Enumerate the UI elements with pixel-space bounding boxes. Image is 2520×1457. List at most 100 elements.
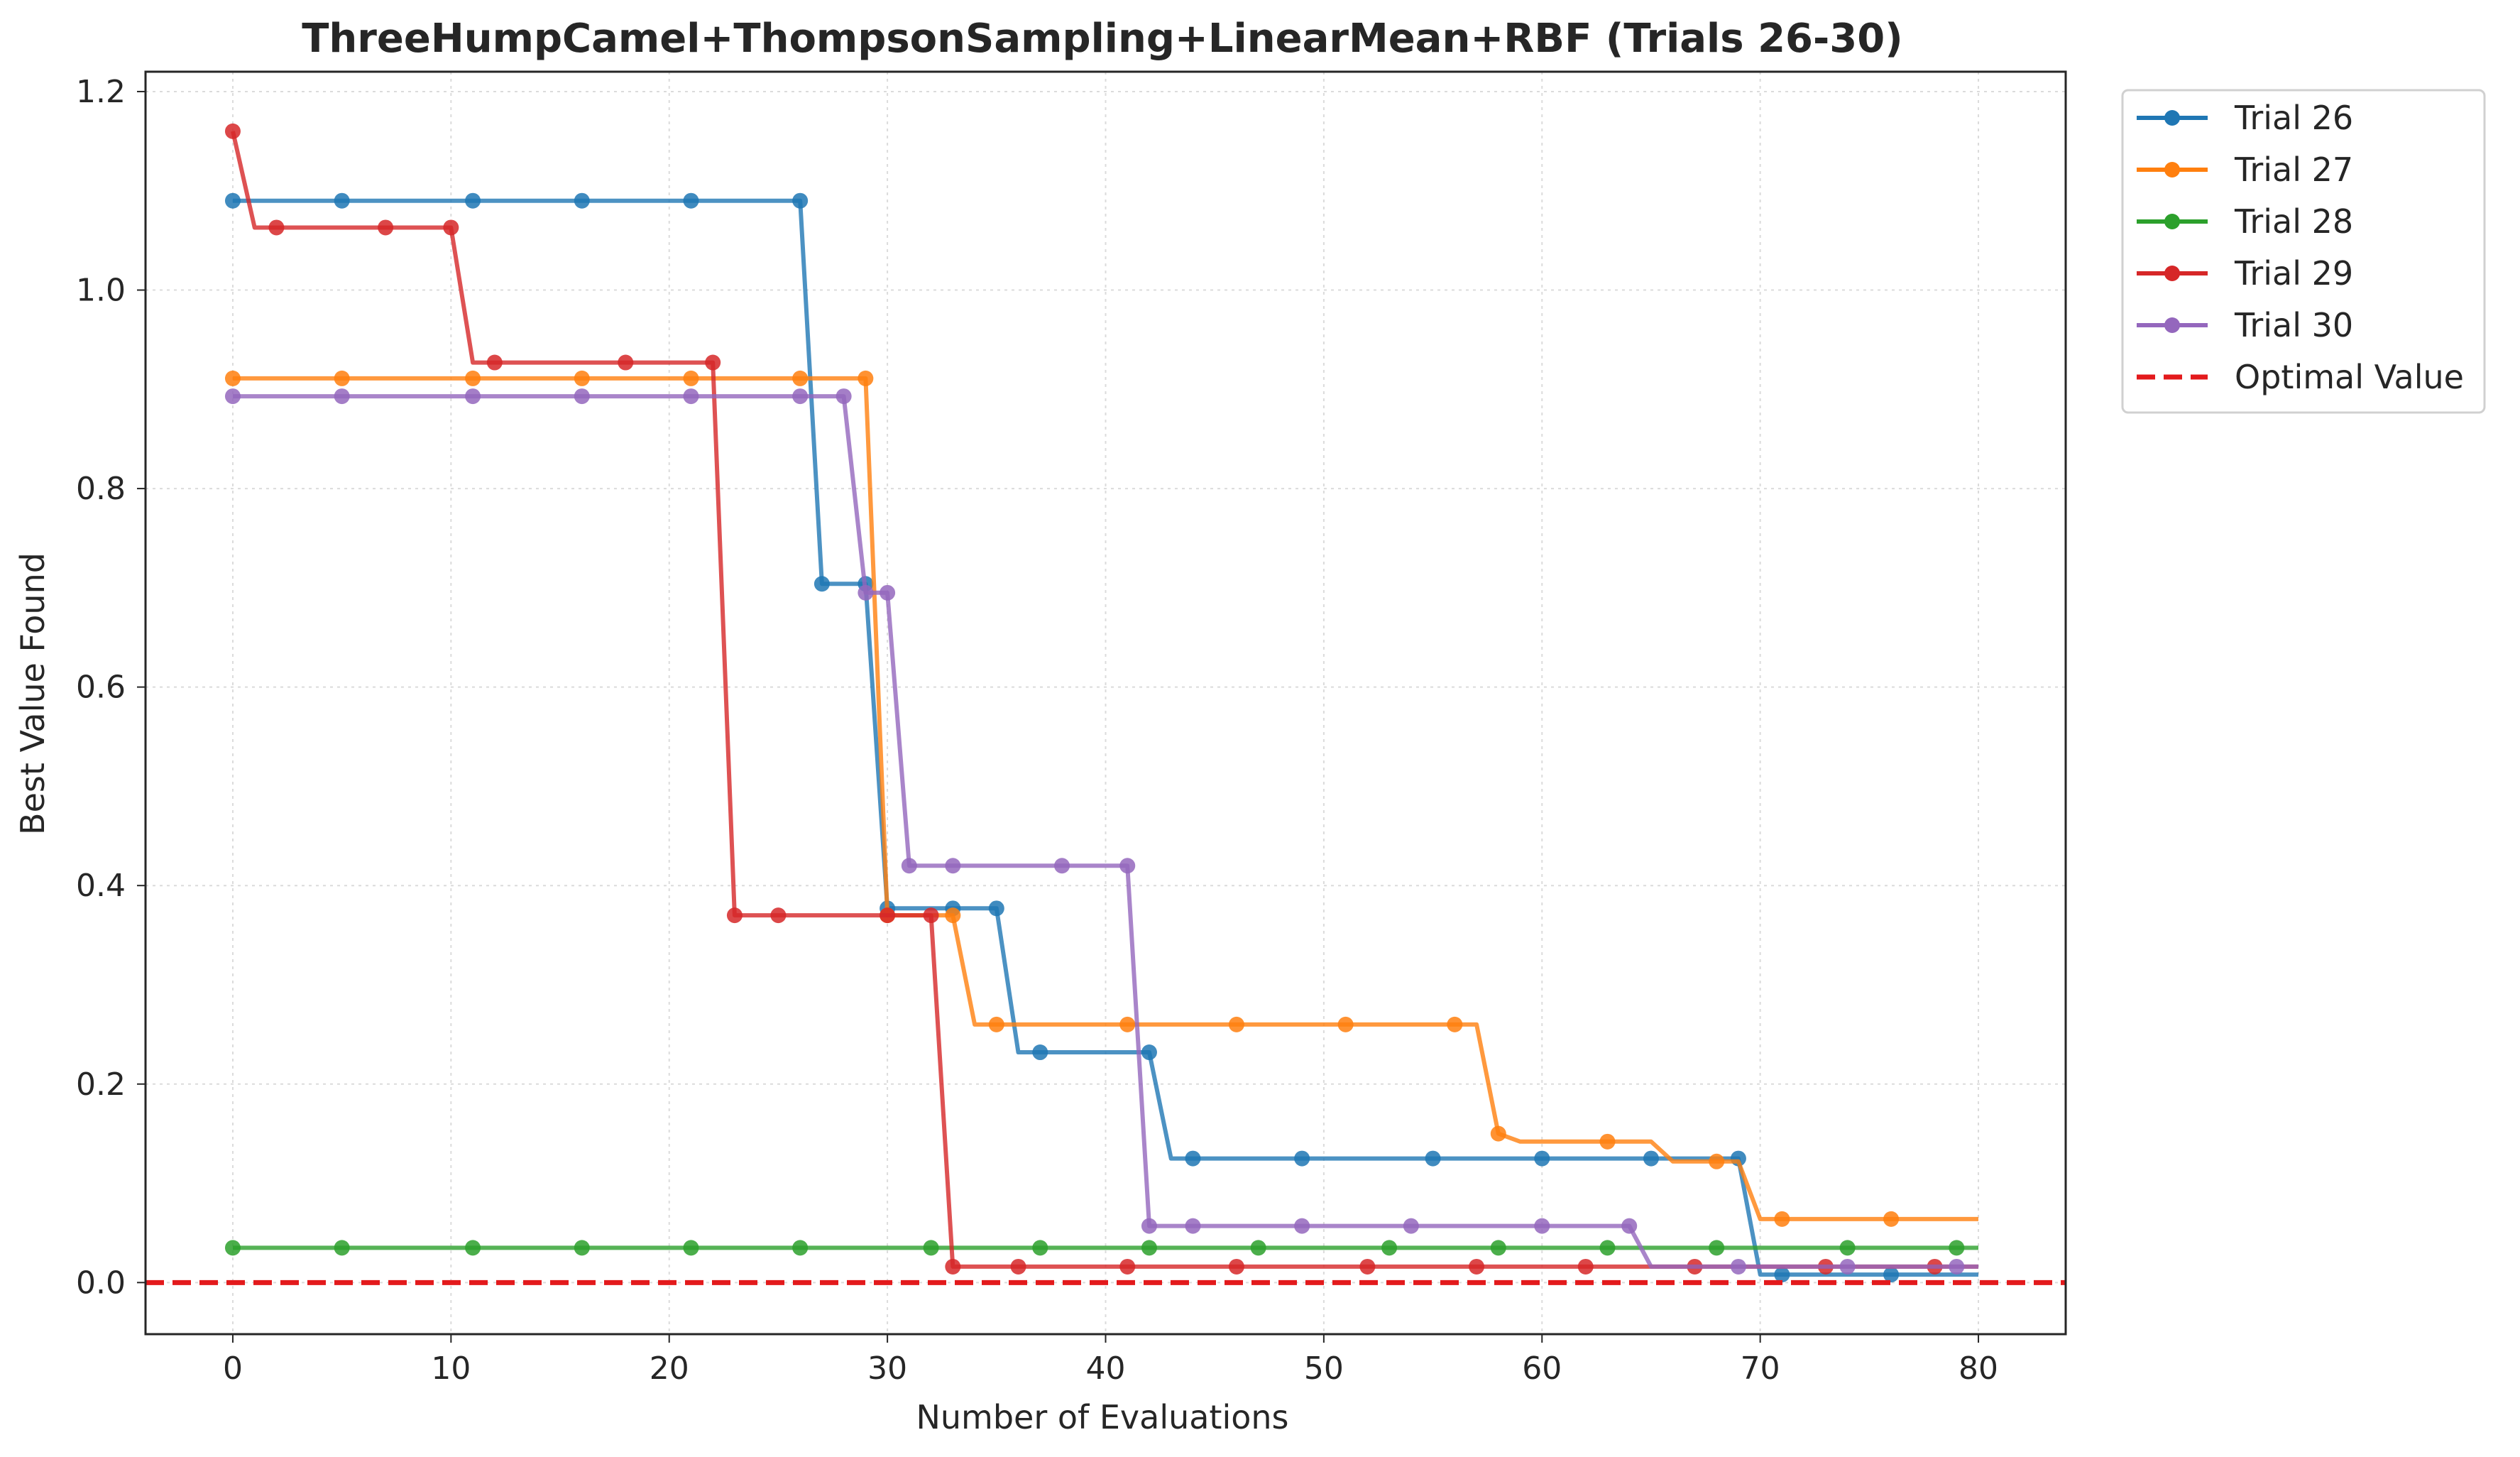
legend-marker [2164, 162, 2180, 178]
data-point [268, 219, 285, 236]
legend-label: Trial 27 [2234, 151, 2353, 189]
data-point [1599, 1133, 1616, 1150]
data-point [1447, 1016, 1463, 1032]
y-axis-label: Best Value Found [13, 552, 52, 835]
legend-marker [2164, 317, 2180, 333]
series-trial-29 [224, 123, 1978, 1275]
data-point [1141, 1044, 1157, 1061]
legend: Trial 26 Trial 27 Trial 28 Trial 29 Trial 30… [2121, 89, 2486, 414]
data-point [1185, 1218, 1201, 1234]
x-tick-label: 60 [1522, 1350, 1562, 1387]
legend-item: Trial 30 [2137, 306, 2353, 344]
data-point [1621, 1218, 1638, 1234]
data-point [683, 388, 699, 405]
data-point [770, 907, 787, 924]
legend-label: Optimal Value [2235, 358, 2464, 396]
data-point [465, 370, 481, 386]
data-point [1774, 1211, 1790, 1227]
data-point [901, 858, 917, 874]
legend-label: Trial 28 [2234, 202, 2353, 241]
data-point [334, 388, 350, 405]
data-point [1337, 1016, 1354, 1032]
data-point [224, 388, 241, 405]
data-point [1359, 1258, 1376, 1275]
series-line [233, 198, 1978, 1277]
data-point [880, 584, 896, 601]
data-point [1294, 1218, 1310, 1234]
data-point [988, 900, 1004, 917]
x-tick-label: 30 [867, 1350, 907, 1387]
y-tick-label: 0.8 [76, 471, 126, 507]
data-point [683, 370, 699, 386]
data-point [1119, 1258, 1136, 1275]
data-point [1119, 858, 1136, 874]
data-point [1185, 1150, 1201, 1167]
data-point [224, 192, 241, 209]
y-tick-label: 0.6 [76, 670, 126, 706]
data-point [1032, 1240, 1048, 1256]
x-tick-label: 40 [1086, 1350, 1126, 1387]
data-point [1425, 1150, 1441, 1167]
data-point [792, 388, 809, 405]
chart-title: ThreeHumpCamel+ThompsonSampling+LinearMe… [302, 16, 1903, 62]
data-point [1949, 1258, 1965, 1275]
data-point [988, 1016, 1004, 1032]
data-point [1839, 1240, 1856, 1256]
legend-box [2121, 89, 2486, 414]
data-point [1883, 1267, 1900, 1283]
data-point [858, 370, 874, 386]
data-point [1228, 1258, 1244, 1275]
data-point [1119, 1016, 1136, 1032]
data-point [1250, 1240, 1266, 1256]
data-point [1032, 1044, 1048, 1061]
legend-item: Trial 29 [2137, 254, 2353, 293]
data-point [574, 192, 590, 209]
data-point [1730, 1258, 1746, 1275]
data-point [923, 1240, 939, 1256]
y-tick-label: 1.2 [76, 74, 126, 110]
data-point [1141, 1240, 1157, 1256]
legend-label: Trial 29 [2234, 254, 2353, 293]
data-point [618, 354, 634, 371]
data-point [813, 576, 830, 592]
data-point [1228, 1016, 1244, 1032]
data-point [574, 370, 590, 386]
data-point [334, 1240, 350, 1256]
legend-item: Trial 26 [2137, 99, 2353, 137]
x-axis-label: Number of Evaluations [916, 1398, 1288, 1436]
data-point [1599, 1240, 1616, 1256]
data-point [1469, 1258, 1485, 1275]
x-tick-label: 70 [1741, 1350, 1780, 1387]
data-point [574, 388, 590, 405]
data-point [792, 192, 809, 209]
y-tick-label: 0.4 [76, 868, 126, 904]
legend-item: Trial 27 [2137, 151, 2353, 189]
data-point [378, 219, 394, 236]
data-point [574, 1240, 590, 1256]
data-point [1839, 1258, 1856, 1275]
legend-label: Trial 30 [2234, 306, 2353, 344]
data-point [1490, 1125, 1506, 1142]
data-point [705, 354, 721, 371]
data-point [683, 192, 699, 209]
data-point [1054, 858, 1070, 874]
data-point [1709, 1153, 1725, 1169]
data-point [1294, 1150, 1310, 1167]
data-point [1709, 1240, 1725, 1256]
data-point [945, 907, 961, 924]
data-point [465, 1240, 481, 1256]
data-point [486, 354, 503, 371]
data-point [792, 370, 809, 386]
x-tick-label: 10 [431, 1350, 471, 1387]
data-point [224, 370, 241, 386]
series-trial-28 [224, 1240, 1978, 1256]
data-point [443, 219, 459, 236]
data-point [1403, 1218, 1419, 1234]
data-point [1534, 1218, 1550, 1234]
data-point [683, 1240, 699, 1256]
x-tick-label: 0 [223, 1350, 243, 1387]
plot-frame [144, 70, 2067, 1336]
data-point [858, 584, 874, 601]
data-point [1010, 1258, 1026, 1275]
